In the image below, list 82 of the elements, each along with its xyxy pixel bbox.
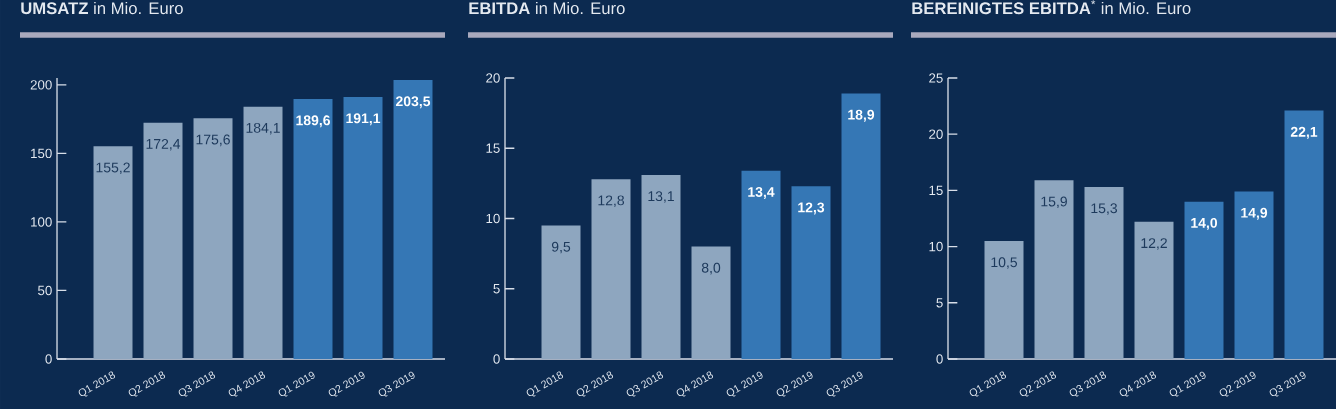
y-tick-label: 150 (31, 148, 52, 159)
bar (841, 93, 881, 359)
y-tick-label: 15 (486, 143, 500, 153)
bar (741, 170, 781, 359)
data-label: 203,5 (395, 96, 431, 109)
y-tick-label: 50 (38, 285, 52, 296)
data-label: 9,5 (551, 241, 571, 254)
x-tick-label: Q3 2018 (626, 371, 664, 397)
y-tick-label: 5 (936, 298, 943, 308)
x-tick-label: Q1 2018 (969, 371, 1007, 397)
x-tick-label: Q1 2019 (726, 371, 763, 397)
x-tick-label: Q3 2018 (178, 371, 216, 397)
bar (1284, 110, 1324, 359)
chart-title: UMSATZ in Mio. Euro (21, 1, 183, 15)
y-tick-label: 10 (486, 213, 500, 224)
x-tick-label: Q3 2018 (1069, 371, 1107, 397)
bar (93, 146, 133, 359)
x-tick-label: Q2 2018 (128, 371, 166, 397)
y-tick-label: 15 (929, 185, 943, 196)
x-tick-label: Q1 2019 (278, 371, 315, 397)
x-tick-label: Q4 2018 (1119, 371, 1157, 397)
data-label: 15,9 (1041, 196, 1067, 209)
y-tick-label: 10 (929, 241, 943, 252)
y-tick-label: 0 (493, 354, 500, 364)
bar (641, 174, 681, 359)
x-tick-label: Q1 2018 (526, 371, 564, 397)
data-label: 172,4 (146, 138, 181, 151)
bar (591, 179, 631, 359)
data-label: 189,6 (296, 115, 331, 128)
y-tick-label: 5 (493, 284, 500, 294)
data-label: 12,8 (598, 195, 625, 207)
bar (343, 97, 383, 359)
data-label: 12,3 (798, 202, 825, 215)
bar (1084, 187, 1124, 359)
bar (193, 118, 233, 359)
data-label: 13,1 (648, 191, 674, 203)
data-label: 184,1 (246, 122, 280, 135)
bar (143, 122, 183, 359)
bar (1234, 191, 1274, 359)
bar (691, 246, 731, 359)
bar (1184, 201, 1224, 359)
x-tick-label: Q3 2019 (826, 371, 863, 397)
bar (243, 106, 283, 359)
data-label: 14,9 (1241, 207, 1268, 220)
data-label: 175,6 (196, 134, 230, 147)
data-label: 14,0 (1191, 217, 1218, 230)
bar (393, 80, 433, 359)
y-tick-label: 20 (929, 129, 943, 139)
chart-title: EBITDA in Mio. Euro (469, 1, 625, 15)
x-tick-label: Q2 2018 (1019, 371, 1057, 397)
data-label: 18,9 (848, 109, 875, 122)
x-tick-label: Q2 2018 (576, 371, 614, 397)
y-tick-label: 200 (30, 80, 52, 90)
x-tick-label: Q2 2019 (328, 371, 365, 397)
x-tick-label: Q2 2019 (1219, 371, 1256, 397)
data-label: 155,2 (96, 162, 130, 175)
x-tick-label: Q2 2019 (776, 371, 813, 397)
x-tick-label: Q1 2018 (78, 371, 116, 397)
x-tick-label: Q1 2019 (1169, 371, 1206, 397)
bar (293, 99, 333, 359)
x-tick-label: Q3 2019 (1269, 371, 1306, 397)
bar (791, 186, 831, 359)
data-label: 191,1 (346, 113, 381, 126)
x-tick-label: Q4 2018 (228, 371, 266, 397)
x-tick-label: Q4 2018 (676, 371, 714, 397)
y-tick-label: 0 (936, 354, 943, 364)
y-tick-label: 25 (929, 73, 943, 83)
y-tick-label: 0 (45, 354, 52, 364)
bar (984, 240, 1024, 359)
data-label: 13,4 (748, 187, 775, 199)
y-tick-label: 20 (486, 73, 500, 83)
y-tick-label: 100 (31, 217, 52, 227)
bar (1034, 180, 1074, 359)
data-label: 12,2 (1141, 238, 1167, 250)
bar (1134, 221, 1174, 359)
x-tick-label: Q3 2019 (378, 371, 415, 397)
data-label: 8,0 (701, 262, 721, 275)
data-label: 15,3 (1091, 203, 1118, 215)
chart-title: BEREINIGTES EBITDA$^{*}$ in Mio. Euro (912, 0, 1191, 15)
data-label: 22,1 (1290, 126, 1318, 139)
bar (541, 225, 581, 359)
data-label: 10,5 (991, 257, 1018, 269)
